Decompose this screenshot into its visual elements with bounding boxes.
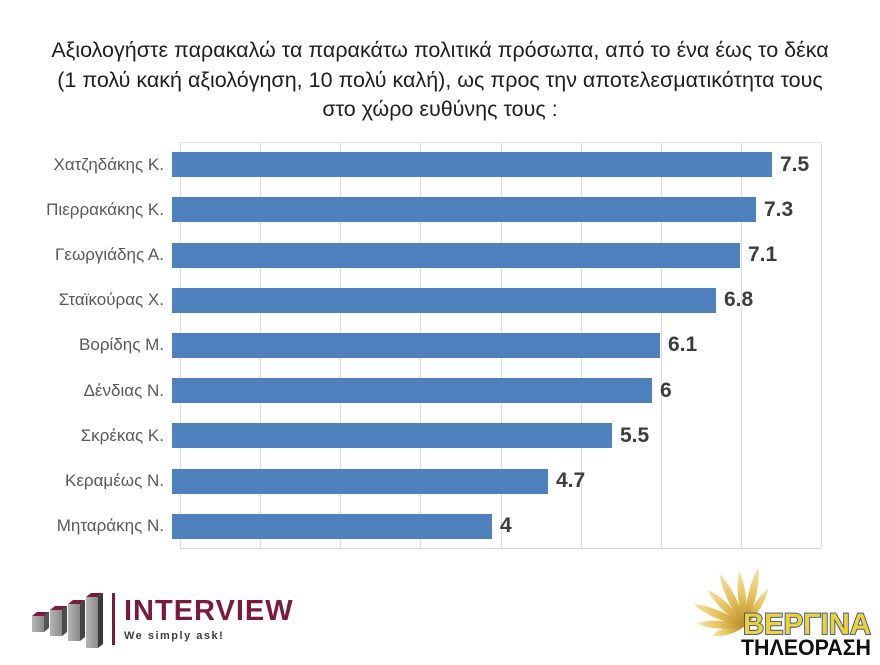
chart-row: Σκρέκας Κ. 5.5 xyxy=(38,413,838,458)
chart-row: Βορίδης Μ. 6.1 xyxy=(38,323,838,368)
bar-track: 6.1 xyxy=(172,323,812,368)
vergina-logo: ΒΕΡΓΙΝΑ ΤΗΛΕΟΡΑΣΗ xyxy=(681,564,873,665)
chart-title-line-1: Αξιολογήστε παρακαλώ τα παρακάτω πολιτικ… xyxy=(51,38,829,62)
value-label: 4.7 xyxy=(556,469,586,493)
chart-row: Χατζηδάκης Κ. 7.5 xyxy=(38,142,838,187)
interview-tagline: We simply ask! xyxy=(124,629,225,642)
category-label: Γεωργιάδης Α. xyxy=(55,245,164,265)
bar-track: 7.1 xyxy=(172,232,812,277)
vergina-sun-icon xyxy=(693,567,769,636)
chart-row: Κεραμέως Ν. 4.7 xyxy=(38,459,838,504)
bar-track: 7.3 xyxy=(172,187,812,232)
value-label: 6.8 xyxy=(724,288,754,312)
bar-chart: Χατζηδάκης Κ. 7.5 Πιερρακάκης Κ. 7.3 Γεωργιά… xyxy=(38,141,838,549)
interview-logo: INTERVIEW We simply ask! xyxy=(28,588,294,650)
bar xyxy=(172,513,492,539)
bar-track: 6.8 xyxy=(172,278,812,323)
bar-track: 5.5 xyxy=(172,413,812,458)
chart-title: Αξιολογήστε παρακαλώ τα παρακάτω πολιτικ… xyxy=(25,36,855,125)
bar xyxy=(172,423,612,449)
bar xyxy=(172,332,660,358)
footer: INTERVIEW We simply ask! xyxy=(0,560,880,660)
vergina-subtitle: ΤΗΛΕΟΡΑΣΗ xyxy=(741,635,871,660)
interview-wordmark: INTERVIEW xyxy=(124,594,294,627)
value-label: 7.1 xyxy=(748,243,778,267)
category-label: Μηταράκης Ν. xyxy=(56,516,164,536)
bar xyxy=(172,287,716,313)
category-label: Σταϊκούρας Χ. xyxy=(58,290,164,310)
category-label: Πιερρακάκης Κ. xyxy=(46,199,164,219)
bar xyxy=(172,378,652,404)
chart-title-line-2: (1 πολύ κακή αξιολόγηση, 10 πολύ καλή), … xyxy=(57,67,823,92)
chart-row: Γεωργιάδης Α. 7.1 xyxy=(38,232,838,277)
bar-track: 6 xyxy=(172,368,812,413)
chart-row: Σταϊκούρας Χ. 6.8 xyxy=(38,278,838,323)
category-label: Βορίδης Μ. xyxy=(79,335,164,355)
bar xyxy=(172,197,756,223)
category-label: Χατζηδάκης Κ. xyxy=(53,154,164,174)
category-label: Δένδιας Ν. xyxy=(83,380,164,400)
chart-title-line-3: στο χώρο ευθύνης τους : xyxy=(322,97,558,122)
category-label: Κεραμέως Ν. xyxy=(65,471,164,491)
vergina-wordmark: ΒΕΡΓΙΝΑ xyxy=(743,608,871,641)
value-label: 4 xyxy=(500,514,512,538)
interview-bars-icon xyxy=(32,593,103,648)
chart-row: Μηταράκης Ν. 4 xyxy=(38,504,838,549)
value-label: 5.5 xyxy=(620,423,650,447)
chart-row: Πιερρακάκης Κ. 7.3 xyxy=(38,187,838,232)
category-label: Σκρέκας Κ. xyxy=(80,425,164,445)
bar xyxy=(172,152,772,178)
value-label: 6.1 xyxy=(668,333,698,357)
value-label: 6 xyxy=(660,378,672,402)
value-label: 7.3 xyxy=(764,197,794,221)
bar-track: 4 xyxy=(172,504,812,549)
bar xyxy=(172,242,740,268)
bar-track: 4.7 xyxy=(172,459,812,504)
gridline xyxy=(821,142,822,548)
bar-track: 7.5 xyxy=(172,142,812,187)
value-label: 7.5 xyxy=(780,152,810,176)
gridline xyxy=(740,142,742,548)
chart-row: Δένδιας Ν. 6 xyxy=(38,368,838,413)
interview-divider xyxy=(112,593,115,645)
gridline xyxy=(660,142,662,548)
plot-rows: Χατζηδάκης Κ. 7.5 Πιερρακάκης Κ. 7.3 Γεωργιά… xyxy=(38,142,838,549)
bar xyxy=(172,468,548,494)
